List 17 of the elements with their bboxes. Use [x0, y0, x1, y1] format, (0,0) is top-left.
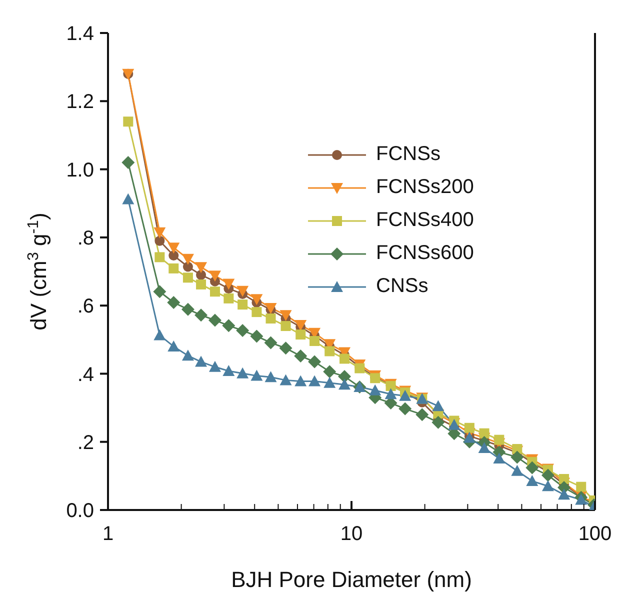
legend-label: FCNSs — [376, 143, 440, 166]
legend-label: CNSs — [376, 275, 428, 298]
y-tick-label: 1.0 — [66, 159, 94, 182]
y-tick-label: .6 — [77, 296, 94, 318]
y-tick-label: .2 — [77, 432, 94, 454]
y-tick-label: 1.2 — [66, 91, 94, 114]
y-tick-label: .4 — [77, 364, 94, 386]
y-tick-label: 0.0 — [66, 500, 94, 522]
x-tick-label: 100 — [578, 523, 612, 545]
legend-label: FCNSs400 — [376, 209, 474, 232]
x-tick-label: 10 — [340, 523, 363, 545]
y-tick-label: 1.4 — [66, 23, 94, 46]
legend-label: FCNSs600 — [376, 242, 474, 265]
y-tick-label: .8 — [77, 228, 94, 250]
legend-label: FCNSs200 — [376, 176, 474, 199]
x-tick-label: 1 — [102, 523, 114, 545]
x-axis-title: BJH Pore Diameter (nm) — [231, 567, 472, 592]
